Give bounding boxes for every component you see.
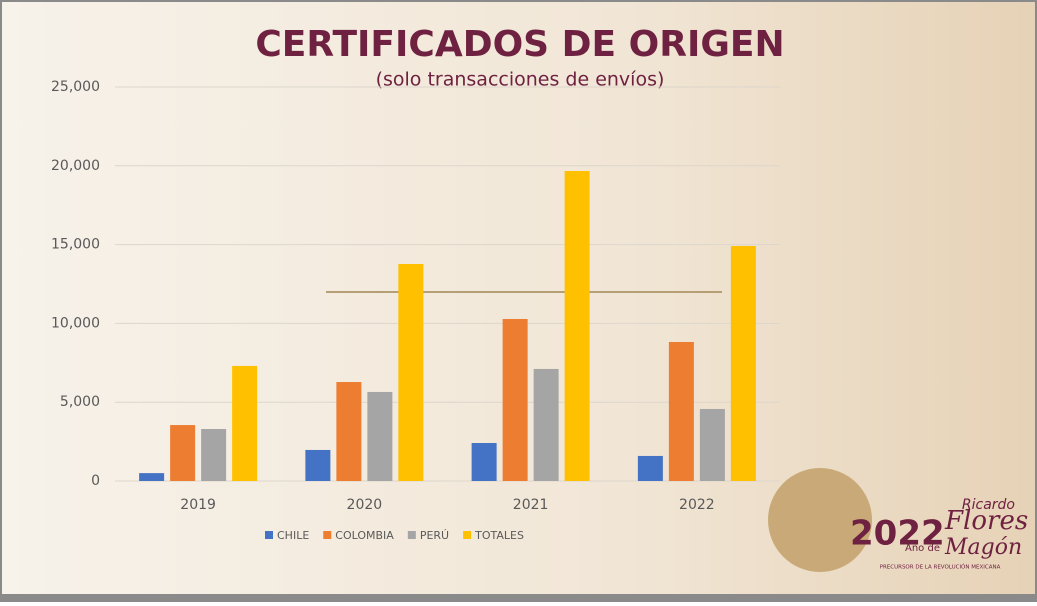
y-tick-label: 20,000 (51, 158, 100, 174)
logo-text: Magón (944, 535, 1022, 560)
bar (336, 382, 362, 481)
bar (668, 341, 694, 481)
bar (533, 368, 559, 481)
y-tick-label: 0 (91, 473, 100, 489)
legend-label: PERÚ (420, 529, 449, 542)
y-tick-label: 25,000 (51, 79, 100, 95)
portrait (768, 468, 872, 572)
logo-year: 2022 (850, 514, 945, 554)
y-tick-label: 5,000 (60, 394, 100, 410)
chart-title: CERTIFICADOS DE ORIGEN (255, 24, 784, 65)
bar (367, 391, 393, 481)
y-tick-label: 10,000 (51, 315, 100, 331)
bar (201, 428, 227, 481)
logo-text: Ricardo (962, 497, 1015, 513)
bar (564, 171, 590, 481)
legend-swatch (463, 531, 472, 539)
chart-subtitle: (solo transacciones de envíos) (376, 69, 665, 91)
x-tick-label: 2022 (679, 497, 715, 513)
bar (170, 425, 196, 481)
legend-label: TOTALES (474, 529, 524, 542)
bar (699, 408, 725, 481)
logo-text: PRECURSOR DE LA REVOLUCIÓN MEXICANA (880, 564, 1001, 571)
legend-swatch (323, 531, 332, 539)
x-tick-label: 2021 (513, 497, 549, 513)
legend-swatch (407, 531, 416, 539)
y-tick-label: 15,000 (51, 237, 100, 253)
logo-text: Flores (944, 506, 1028, 536)
logo-text: Año de (905, 543, 940, 554)
bar (232, 365, 258, 481)
bar (471, 443, 497, 481)
bar (398, 263, 424, 481)
legend-label: COLOMBIA (335, 529, 394, 542)
bar (139, 473, 165, 481)
bar (730, 246, 756, 481)
legend-swatch (265, 531, 273, 539)
logo: Ricardo 2022 Flores Año de Magón PRECURS… (768, 468, 1028, 572)
x-tick-label: 2019 (180, 497, 216, 513)
legend-label: CHILE (277, 529, 309, 542)
bar (502, 318, 528, 481)
bar (637, 455, 663, 481)
x-tick-label: 2020 (347, 497, 383, 513)
bar (305, 449, 331, 481)
